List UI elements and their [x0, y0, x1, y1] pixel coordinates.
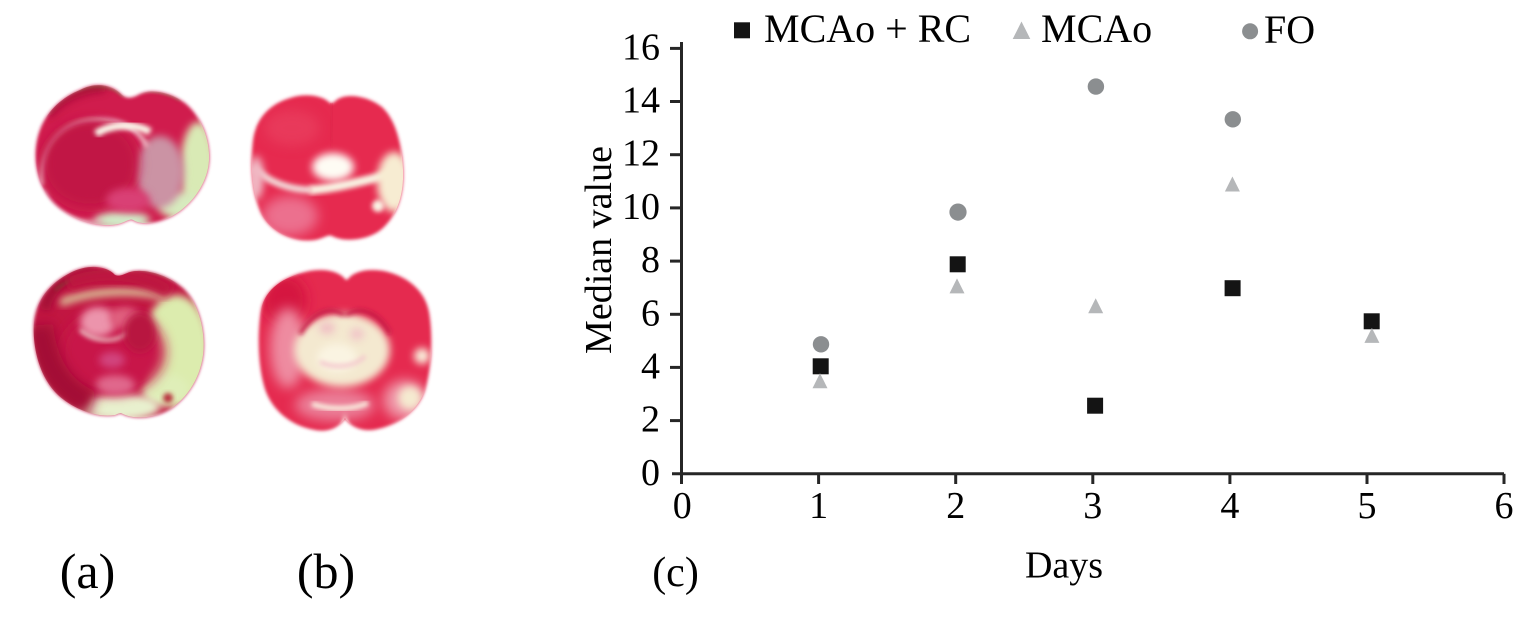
svg-text:14: 14 — [622, 80, 660, 122]
svg-text:FO: FO — [1264, 7, 1315, 52]
svg-text:4: 4 — [1220, 485, 1239, 527]
svg-text:10: 10 — [622, 186, 660, 228]
svg-text:0: 0 — [641, 452, 660, 494]
svg-text:3: 3 — [1083, 485, 1102, 527]
svg-text:12: 12 — [622, 133, 660, 175]
svg-text:(c): (c) — [652, 550, 699, 596]
svg-text:MCAo: MCAo — [1041, 6, 1152, 51]
svg-text:16: 16 — [622, 26, 660, 68]
svg-text:MCAo + RC: MCAo + RC — [764, 6, 971, 51]
svg-text:2: 2 — [641, 399, 660, 441]
svg-text:1: 1 — [809, 485, 828, 527]
svg-text:Days: Days — [1025, 545, 1103, 587]
svg-text:0: 0 — [673, 485, 692, 527]
svg-text:6: 6 — [641, 292, 660, 334]
svg-text:6: 6 — [1495, 485, 1514, 527]
svg-text:Median value: Median value — [578, 146, 620, 354]
svg-text:(a): (a) — [60, 543, 116, 599]
svg-text:2: 2 — [946, 485, 965, 527]
svg-text:4: 4 — [641, 345, 660, 387]
svg-text:(b): (b) — [297, 543, 355, 599]
svg-text:5: 5 — [1358, 485, 1377, 527]
svg-text:8: 8 — [641, 239, 660, 281]
